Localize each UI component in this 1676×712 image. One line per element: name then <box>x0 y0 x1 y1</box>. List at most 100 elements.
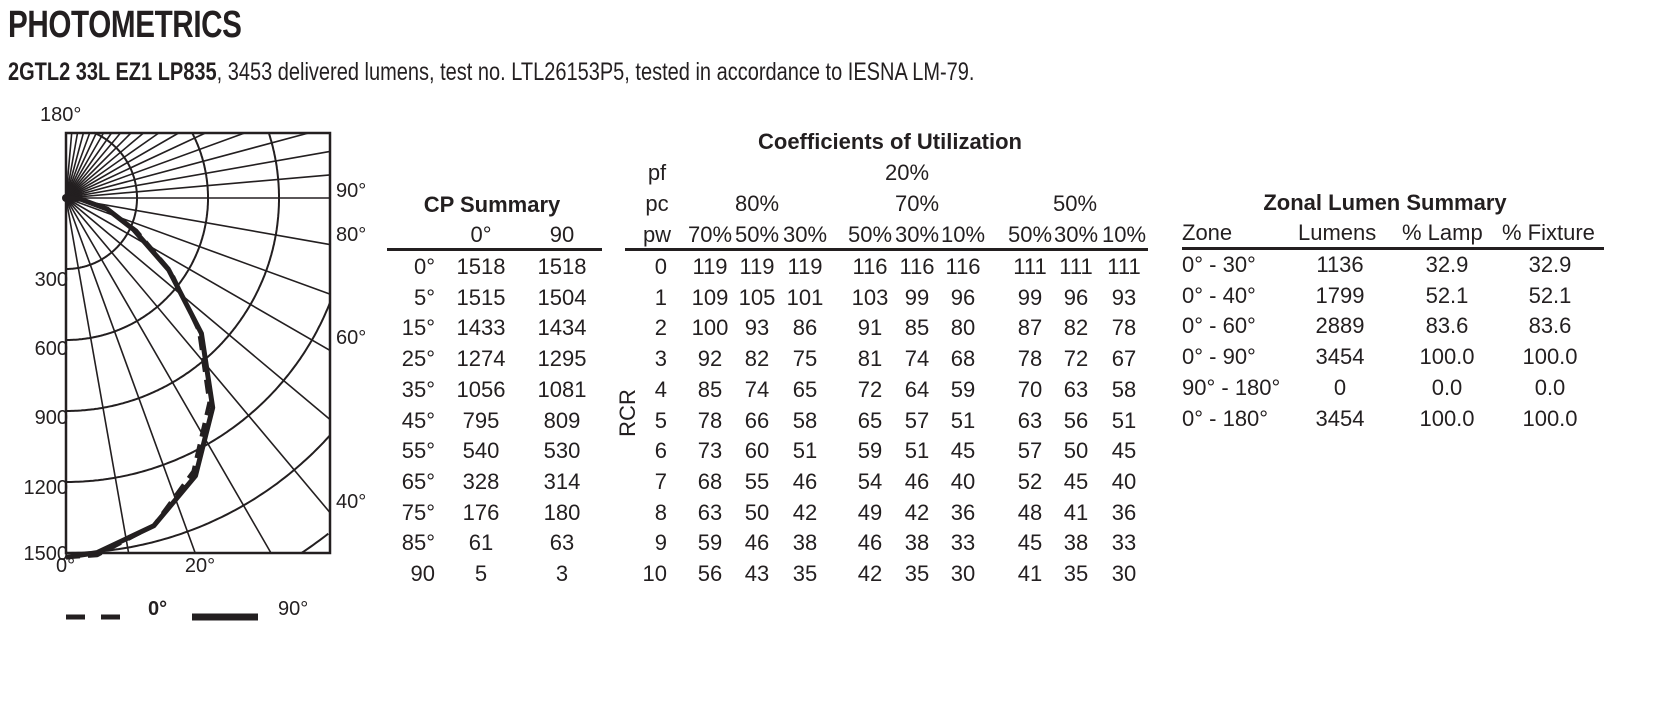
cu-cell: 82 <box>744 346 770 372</box>
cu-cell: 75 <box>792 346 818 372</box>
cu-cell: 35 <box>792 561 818 586</box>
grid-radial-line <box>65 132 98 199</box>
cu-cell: 66 <box>744 407 770 433</box>
cp-summary-title: CP Summary <box>423 192 561 217</box>
grid-radial-line <box>65 132 79 199</box>
zonal-pct-fixture: 52.1 <box>1528 282 1572 308</box>
grid-radial-line <box>65 132 132 199</box>
cu-cell: 81 <box>857 346 883 372</box>
zonal-zone: 0° - 40° <box>1182 282 1256 308</box>
cu-cell: 74 <box>904 346 930 372</box>
cu-cell: 63 <box>1063 376 1089 402</box>
cu-cell: 36 <box>1111 499 1137 525</box>
cu-pc-70: 70% <box>894 191 940 216</box>
cu-cell: 56 <box>1063 407 1089 433</box>
cp-row-angle: 75° <box>401 499 435 525</box>
radial-label-1200: 1200 <box>23 477 69 499</box>
cp-cell-0deg: 5 <box>474 561 488 586</box>
cu-title: Coefficients of Utilization <box>758 129 1022 154</box>
grid-radial-line <box>65 132 245 199</box>
cu-cell: 59 <box>950 376 976 402</box>
cu-cell: 73 <box>697 438 723 464</box>
zonal-lumens: 3454 <box>1315 344 1365 370</box>
cu-cell: 45 <box>950 438 976 464</box>
cu-cell: 63 <box>697 499 723 525</box>
cu-cell: 92 <box>697 346 723 372</box>
cu-cell: 38 <box>1063 530 1089 556</box>
grid-radial-line <box>65 197 331 352</box>
cu-cell: 57 <box>904 407 930 433</box>
cu-cell: 116 <box>945 254 981 279</box>
cp-cell-90deg: 314 <box>543 468 581 494</box>
cp-cell-90deg: 530 <box>543 438 581 464</box>
cp-cell-0deg: 795 <box>462 407 500 433</box>
cp-row-angle: 35° <box>401 376 435 402</box>
cu-cell: 59 <box>697 530 723 556</box>
chart-frame <box>64 131 332 555</box>
cu-cell: 36 <box>950 499 976 525</box>
grid-radial-line <box>65 197 272 554</box>
cu-pw-value: 70% <box>687 222 733 247</box>
grid-radial-line <box>65 132 85 199</box>
cu-cell: 109 <box>691 284 729 310</box>
cu-cell: 96 <box>950 284 976 310</box>
angle-label-180: 180° <box>40 104 82 126</box>
cu-rcr-value: 10 <box>642 561 667 586</box>
cu-cell: 87 <box>1017 315 1043 341</box>
cp-cell-0deg: 1518 <box>456 254 506 279</box>
cu-cell: 105 <box>738 284 776 310</box>
cu-cell: 103 <box>851 284 889 310</box>
cu-cell: 52 <box>1017 468 1043 494</box>
cp-row-angle: 15° <box>401 315 435 341</box>
zonal-zone: 0° - 30° <box>1182 252 1256 277</box>
grid-circle <box>66 131 138 270</box>
cu-pw-value: 50% <box>734 222 780 247</box>
product-code: 2GTL2 33L EZ1 LP835 <box>8 58 217 86</box>
cu-cell: 63 <box>1017 407 1043 433</box>
cu-cell: 38 <box>904 530 930 556</box>
cp-cell-0deg: 61 <box>468 530 494 556</box>
cp-cell-0deg: 328 <box>462 468 500 494</box>
cu-cell: 56 <box>697 561 723 586</box>
zonal-pct-fixture: 32.9 <box>1528 252 1572 277</box>
cu-cell: 99 <box>904 284 930 310</box>
cu-cell: 35 <box>1063 561 1089 586</box>
radial-label-1500: 1500 <box>23 543 69 565</box>
angle-label-20: 20° <box>184 555 216 577</box>
cp-cell-0deg: 1056 <box>456 376 506 402</box>
cu-cell: 93 <box>1111 284 1137 310</box>
cu-cell: 41 <box>1017 561 1043 586</box>
cu-cell: 78 <box>697 407 723 433</box>
cu-cell: 64 <box>904 376 930 402</box>
cu-cell: 111 <box>1013 254 1047 279</box>
grid-radial-line <box>65 132 91 199</box>
cu-header-rule <box>625 248 1148 251</box>
cp-cell-0deg: 176 <box>462 499 500 525</box>
cp-cell-0deg: 1274 <box>456 346 506 372</box>
cu-cell: 50 <box>1063 438 1089 464</box>
cu-rcr-label: RCR <box>615 389 640 437</box>
zonal-pct-lamp: 32.9 <box>1425 252 1469 277</box>
cu-cell: 35 <box>904 561 930 586</box>
zonal-pct-lamp: 100.0 <box>1419 405 1475 431</box>
radial-label-600: 600 <box>34 338 68 360</box>
zonal-lumens: 1136 <box>1316 252 1364 277</box>
grid-radial-line <box>65 132 145 199</box>
grid-radial-line <box>65 197 130 554</box>
grid-circle <box>66 133 209 341</box>
cu-cell: 51 <box>904 438 930 464</box>
cu-cell: 119 <box>692 254 728 279</box>
angle-label-40: 40° <box>336 491 367 513</box>
cu-rcr-value: 3 <box>654 346 667 372</box>
cu-cell: 68 <box>697 468 723 494</box>
zonal-lumens: 1799 <box>1315 282 1365 308</box>
zonal-zone: 0° - 60° <box>1182 313 1256 339</box>
cp-cell-90deg: 63 <box>549 530 575 556</box>
grid-radial-line <box>65 197 331 514</box>
cu-cell: 70 <box>1017 376 1043 402</box>
cu-cell: 45 <box>1063 468 1089 494</box>
cu-cell: 78 <box>1017 346 1043 372</box>
zonal-pct-lamp: 83.6 <box>1425 313 1469 339</box>
cu-pw-value: 50% <box>847 222 893 247</box>
cp-col-header-0: 0° <box>470 222 492 247</box>
